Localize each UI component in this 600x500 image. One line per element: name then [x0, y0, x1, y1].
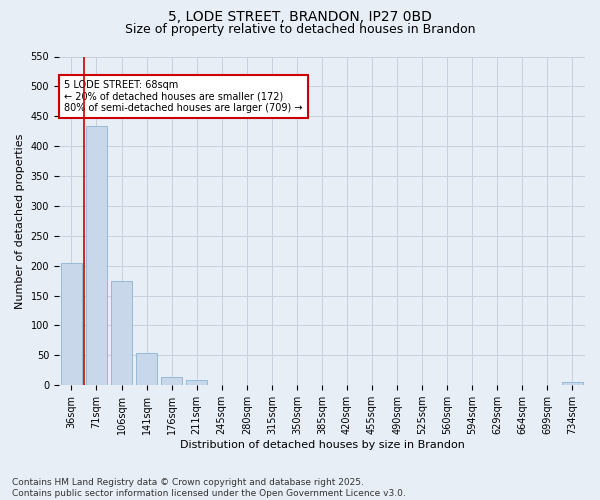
Bar	[186, 380, 208, 385]
Bar	[111, 281, 132, 385]
X-axis label: Distribution of detached houses by size in Brandon: Distribution of detached houses by size …	[179, 440, 464, 450]
Bar	[161, 378, 182, 385]
Text: Contains HM Land Registry data © Crown copyright and database right 2025.
Contai: Contains HM Land Registry data © Crown c…	[12, 478, 406, 498]
Text: Size of property relative to detached houses in Brandon: Size of property relative to detached ho…	[125, 22, 475, 36]
Bar	[136, 353, 157, 385]
Bar	[562, 382, 583, 385]
Y-axis label: Number of detached properties: Number of detached properties	[15, 133, 25, 308]
Bar	[61, 262, 82, 385]
Text: 5, LODE STREET, BRANDON, IP27 0BD: 5, LODE STREET, BRANDON, IP27 0BD	[168, 10, 432, 24]
Bar	[86, 126, 107, 385]
Text: 5 LODE STREET: 68sqm
← 20% of detached houses are smaller (172)
80% of semi-deta: 5 LODE STREET: 68sqm ← 20% of detached h…	[64, 80, 302, 112]
